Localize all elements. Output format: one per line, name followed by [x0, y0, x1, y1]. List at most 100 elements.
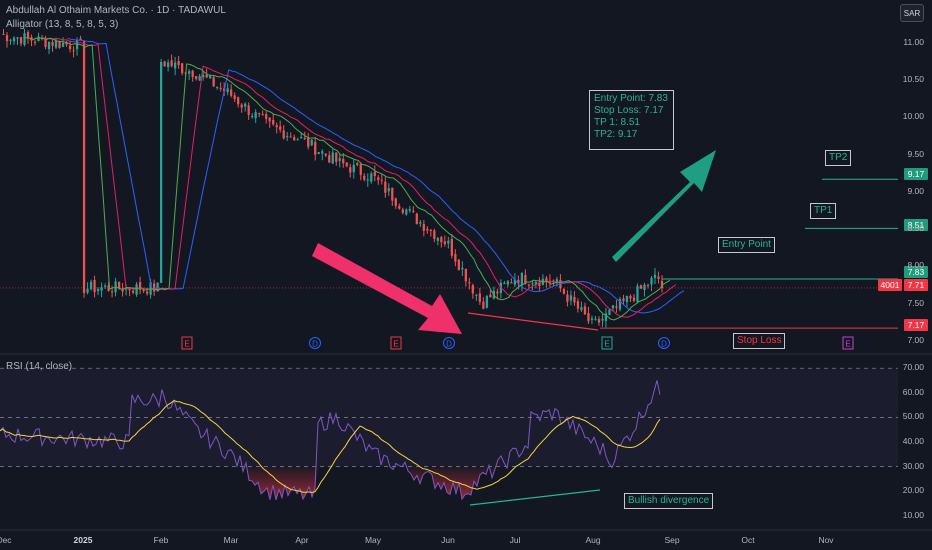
earnings-marker-box: [181, 336, 193, 350]
candle: [356, 163, 359, 166]
candle: [331, 152, 334, 164]
candle: [454, 254, 457, 262]
candle: [457, 259, 460, 270]
candle: [461, 267, 464, 270]
candle: [646, 284, 650, 286]
chart-title: Abdullah Al Othaim Markets Co. · 1D · TA…: [6, 5, 226, 16]
event-marker-letter: E: [604, 340, 609, 349]
candle: [279, 126, 282, 130]
candle: [145, 291, 149, 294]
candle: [198, 76, 201, 81]
candle: [657, 276, 660, 280]
candle: [79, 38, 82, 40]
candle: [86, 288, 89, 293]
candle: [562, 289, 566, 294]
candle: [240, 104, 243, 108]
rsi-indicator-label[interactable]: RSI (14, close): [6, 361, 73, 372]
rsi-tick-label: 30.00: [902, 460, 924, 471]
candle: [2, 33, 5, 35]
candle: [520, 273, 524, 285]
candle: [237, 97, 240, 105]
candle: [370, 173, 373, 182]
candle: [625, 295, 629, 303]
price-tick-label: 9.00: [907, 185, 924, 196]
price-tick-label: 7.50: [907, 297, 924, 308]
candle: [377, 177, 380, 181]
candle: [149, 282, 152, 295]
candle: [293, 137, 296, 141]
alligator-indicator-label[interactable]: Alligator (13, 8, 5, 8, 5, 3): [6, 19, 119, 30]
candle: [226, 88, 229, 93]
candle: [61, 42, 65, 47]
stop-price-badge: 7.17: [904, 319, 928, 331]
candle: [5, 35, 9, 42]
candle: [142, 289, 145, 291]
candle: [310, 139, 313, 146]
price-tick-label: 8.50: [907, 223, 924, 234]
candle: [398, 206, 401, 209]
candle: [615, 306, 618, 308]
candle: [296, 139, 299, 141]
event-marker: E: [601, 336, 613, 350]
candle: [121, 289, 124, 292]
dividend-marker-circle: [658, 337, 670, 349]
candle: [545, 277, 548, 282]
candle: [282, 130, 285, 139]
candle: [9, 39, 12, 41]
rsi-tick-label: 20.00: [902, 485, 924, 496]
price-tick-label: 11.00: [903, 36, 924, 47]
candle: [496, 291, 499, 294]
time-tick-label: Apr: [295, 535, 309, 545]
candle: [205, 74, 208, 78]
candle: [576, 301, 580, 309]
candle: [517, 279, 520, 284]
candle: [261, 114, 264, 116]
time-tick-label: Jul: [509, 535, 521, 545]
candle: [117, 281, 121, 289]
rsi-tick-label: 40.00: [902, 436, 924, 446]
candle: [244, 103, 247, 107]
candle: [23, 33, 26, 45]
event-marker: E: [842, 336, 854, 350]
price-tick-label: 7.00: [907, 334, 924, 345]
event-marker-letter: D: [661, 340, 667, 349]
candle: [54, 40, 58, 48]
candle: [195, 76, 198, 79]
candle: [173, 62, 177, 69]
candle: [352, 164, 355, 173]
candle: [170, 60, 173, 67]
candle: [478, 293, 481, 302]
candle: [82, 41, 86, 294]
candle: [268, 117, 271, 122]
candle: [569, 295, 573, 301]
candle: [328, 155, 331, 163]
dividend-marker-circle: [309, 337, 321, 349]
candle: [601, 318, 604, 321]
earnings-marker-box: [601, 336, 613, 350]
tp2-label: TP2: [825, 150, 852, 166]
candle: [12, 37, 16, 42]
currency-button[interactable]: SAR: [900, 4, 924, 22]
candle: [342, 158, 345, 164]
candle: [611, 305, 615, 309]
candle: [468, 282, 471, 284]
candle: [489, 294, 492, 298]
candle: [26, 32, 30, 38]
volume-badge: 4001: [878, 279, 902, 291]
candle: [65, 42, 68, 45]
rsi-tick-label: 70.00: [902, 362, 924, 373]
candle: [181, 63, 184, 74]
time-tick-label: May: [364, 535, 382, 545]
candle: [33, 41, 37, 43]
candle: [44, 39, 47, 47]
event-marker: D: [443, 337, 455, 349]
candle: [503, 282, 506, 284]
candle: [51, 42, 54, 46]
candle: [191, 70, 194, 78]
event-marker: D: [309, 337, 321, 349]
candle: [349, 167, 352, 173]
time-tick-label: Nov: [818, 535, 834, 545]
candle: [590, 318, 594, 320]
candle: [622, 298, 625, 302]
